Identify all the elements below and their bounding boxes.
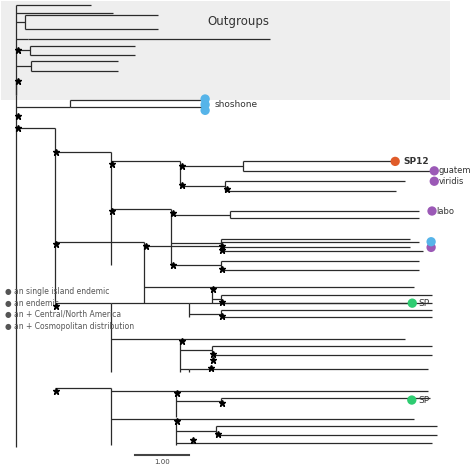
Text: SP: SP [419, 395, 429, 404]
Text: ● an + Central/North America: ● an + Central/North America [5, 310, 121, 319]
Text: guatem: guatem [439, 166, 471, 175]
Point [428, 207, 436, 215]
Text: SP: SP [419, 299, 429, 308]
Point [201, 107, 209, 114]
Point [428, 238, 435, 246]
Text: ● an endemic: ● an endemic [5, 299, 59, 308]
Text: labo: labo [437, 207, 455, 216]
Point [408, 396, 416, 404]
Point [409, 300, 416, 307]
Point [428, 244, 435, 251]
Text: 1.00: 1.00 [155, 459, 170, 465]
Point [430, 177, 438, 185]
Text: viridis: viridis [439, 177, 464, 186]
Text: shoshone: shoshone [214, 100, 257, 109]
Text: SP12: SP12 [404, 157, 429, 166]
Text: ● an + Cosmopolitan distribution: ● an + Cosmopolitan distribution [5, 322, 134, 331]
Point [430, 167, 438, 174]
Point [201, 95, 209, 103]
Point [201, 101, 209, 109]
Text: ● an single island endemic: ● an single island endemic [5, 287, 109, 296]
FancyBboxPatch shape [0, 0, 450, 100]
Point [392, 157, 399, 165]
Text: Outgroups: Outgroups [208, 16, 270, 28]
